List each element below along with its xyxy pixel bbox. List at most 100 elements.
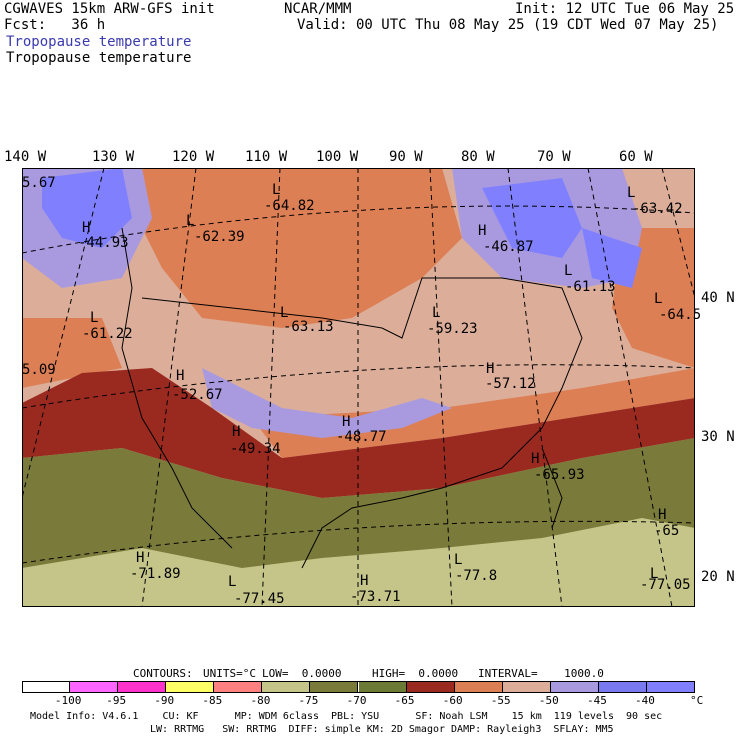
legend-swatch: [358, 681, 407, 693]
valid-time: Valid: 00 UTC Thu 08 May 25 (19 CDT Wed …: [297, 17, 719, 33]
map-label-letter: H: [176, 368, 185, 384]
lon-label-100w: 100 W: [316, 149, 359, 165]
map-label-letter: L: [432, 305, 441, 321]
contours-high: HIGH= 0.0000: [372, 667, 459, 680]
band-darkred: [22, 368, 695, 498]
legend-swatch: [406, 681, 455, 693]
map-label-value: -77.8: [455, 568, 498, 584]
map-label-value: -63.42: [632, 201, 683, 217]
legend-swatch: [550, 681, 599, 693]
map-label-letter: H: [478, 223, 487, 239]
contours-low: LOW= 0.0000: [262, 667, 342, 680]
lat-label-20n: 20 N: [701, 569, 735, 585]
map-label-letter: H: [486, 361, 495, 377]
map-label-value: -71.89: [130, 566, 181, 582]
contours-units: UNITS=°C: [203, 667, 256, 680]
contours-interval: INTERVAL= 1000.0: [478, 667, 604, 680]
legend-swatch: [214, 681, 263, 693]
legend-tick-label: -50: [538, 694, 559, 707]
legend-tick-label: -40: [635, 694, 655, 707]
org-label: NCAR/MMM: [284, 1, 352, 17]
map-label-value: -65: [654, 523, 680, 539]
map-label-value: -59.23: [427, 321, 478, 337]
map-label-letter: H: [531, 451, 540, 467]
tropopause-temperature-map: [22, 168, 695, 607]
region-blue-ne: [482, 178, 582, 258]
legend-tick-label: -85: [202, 694, 223, 707]
map-label-value: -63.13: [283, 319, 334, 335]
lon-label-130w: 130 W: [92, 149, 135, 165]
map-label-value: -73.71: [350, 589, 401, 605]
lon-label-70w: 70 W: [537, 149, 571, 165]
field-title-blue: Tropopause temperature: [6, 34, 192, 50]
legend-tick-label: -70: [346, 694, 367, 707]
lon-label-90w: 90 W: [389, 149, 423, 165]
legend-unit: °C: [690, 694, 704, 707]
map-label-letter: L: [186, 213, 195, 229]
map-label-letter: H: [658, 507, 667, 523]
graticule: [22, 168, 695, 607]
lon-label-120w: 120 W: [172, 149, 215, 165]
map-label-letter: H: [82, 220, 91, 236]
map-label-value: -44.93: [78, 235, 129, 251]
map-label-letter: L: [564, 263, 573, 279]
map-label-value: -61.13: [565, 279, 616, 295]
map-label-letter: L: [228, 574, 237, 590]
map-label-letter: H: [136, 550, 145, 566]
region-orange-north: [132, 168, 462, 328]
forecast-hour: Fcst: 36 h: [4, 17, 106, 33]
lon-label-140w: 140 W: [4, 149, 47, 165]
map-label-letter: L: [272, 182, 281, 198]
map-label-value: -77.45: [234, 591, 285, 607]
lon-label-110w: 110 W: [245, 149, 288, 165]
legend-swatch: [22, 681, 71, 693]
map-label-value: -46.87: [483, 239, 534, 255]
legend-tick-label: -100: [54, 694, 82, 707]
coastlines: [121, 227, 583, 569]
legend-tick-label: -55: [490, 694, 511, 707]
map-label-letter: L: [90, 310, 99, 326]
legend-swatch: [70, 681, 119, 693]
map-label-letter: L: [454, 552, 463, 568]
legend-swatch: [310, 681, 359, 693]
map-label-value: -48.77: [336, 429, 387, 445]
legend-swatch: [598, 681, 647, 693]
legend-swatch: [454, 681, 503, 693]
model-info-line2: LW: RRTMG SW: RRTMG DIFF: simple KM: 2D …: [150, 724, 614, 735]
map-label-value: -57.12: [485, 376, 536, 392]
legend-tick-label: -60: [442, 694, 463, 707]
legend-swatch: [166, 681, 215, 693]
color-legend-frame: [22, 681, 695, 693]
map-label-value: -77.05: [640, 577, 691, 593]
map-label-value: -64.5: [659, 307, 702, 323]
lon-label-60w: 60 W: [619, 149, 653, 165]
map-label-letter: L: [280, 305, 289, 321]
band-lightolive: [22, 518, 695, 607]
map-label-value: -64.82: [264, 198, 315, 214]
region-blue-nw: [42, 168, 132, 248]
region-orange-south: [252, 368, 695, 458]
legend-tick-label: -75: [298, 694, 319, 707]
legend-tick-label: -95: [106, 694, 127, 707]
map-label-letter: H: [342, 414, 351, 430]
map-label-letter: H: [232, 424, 241, 440]
map-label-letter: H: [360, 573, 369, 589]
legend-tick-label: -65: [394, 694, 415, 707]
map-label-value: -52.67: [172, 387, 223, 403]
map-label-value: -62.39: [194, 229, 245, 245]
map-label-value: 5.67: [22, 175, 56, 191]
map-label-value: 5.09: [22, 362, 56, 378]
legend-swatch: [502, 681, 551, 693]
map-label-letter: L: [650, 566, 659, 582]
lon-label-80w: 80 W: [461, 149, 495, 165]
map-label-value: -49.34: [230, 441, 281, 457]
region-lilac-central: [202, 368, 452, 438]
legend-tick-label: -90: [154, 694, 175, 707]
contours-label: CONTOURS:: [133, 667, 193, 680]
init-time: Init: 12 UTC Tue 06 May 25: [515, 1, 735, 17]
model-info-line1: Model Info: V4.6.1 CU: KF MP: WDM 6class…: [30, 711, 663, 722]
map-label-letter: L: [654, 291, 663, 307]
model-title: CGWAVES 15km ARW-GFS init: [4, 1, 215, 17]
field-title-black: Tropopause temperature: [6, 50, 192, 66]
lat-label-40n: 40 N: [701, 290, 735, 306]
